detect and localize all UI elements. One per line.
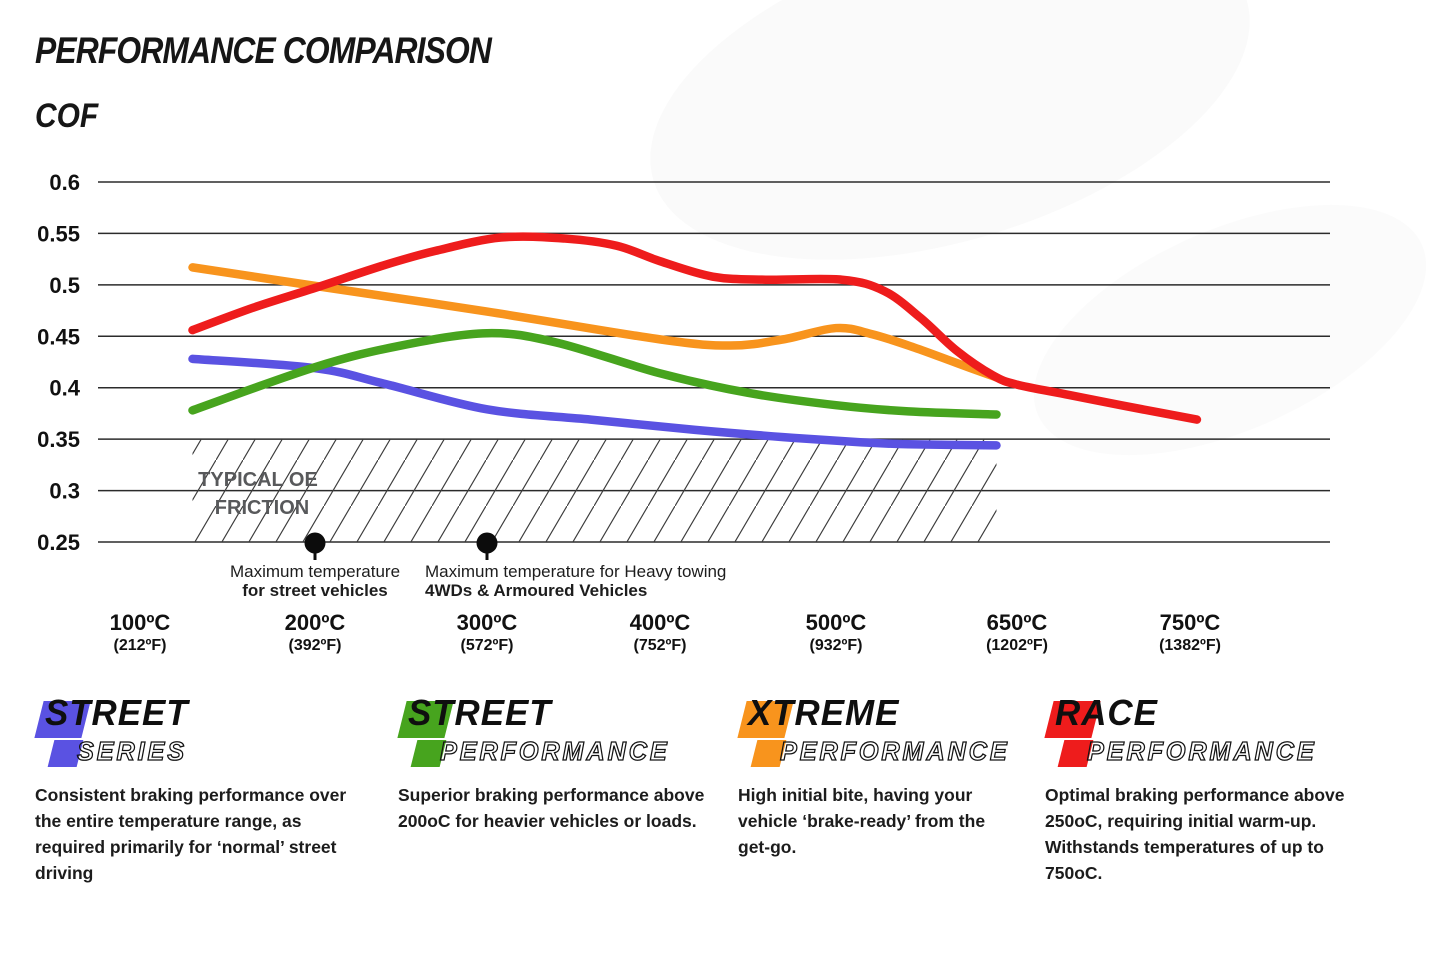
street-series-logo: STREET SERIES <box>34 692 359 774</box>
svg-text:(392ºF): (392ºF) <box>289 637 342 654</box>
svg-text:(212ºF): (212ºF) <box>114 637 167 654</box>
logo-word2: PERFORMANCE <box>439 735 670 766</box>
legend-item-street-series: STREET SERIES Consistent braking perform… <box>34 692 359 886</box>
series-street-series <box>188 354 1001 450</box>
svg-text:for street vehicles: for street vehicles <box>242 581 388 600</box>
xtreme-performance-logo: XTREME PERFORMANCE <box>737 692 1007 774</box>
svg-text:FRICTION: FRICTION <box>215 497 309 519</box>
svg-text:500ºC: 500ºC <box>806 610 867 635</box>
svg-text:0.5: 0.5 <box>49 273 80 298</box>
logo-word1: XTREME <box>748 692 900 733</box>
svg-text:0.4: 0.4 <box>49 376 80 401</box>
svg-text:4WDs & Armoured Vehicles: 4WDs & Armoured Vehicles <box>425 581 647 600</box>
svg-text:Maximum temperature for Heavy: Maximum temperature for Heavy towing <box>425 562 726 581</box>
legend-description: Consistent braking performance over the … <box>35 785 347 883</box>
logo-word2: SERIES <box>76 735 187 766</box>
svg-text:0.35: 0.35 <box>37 427 80 452</box>
series-race-performance <box>188 232 1202 424</box>
svg-text:300ºC: 300ºC <box>457 610 518 635</box>
svg-text:750ºC: 750ºC <box>1160 610 1221 635</box>
logo-word1: RACE <box>1055 692 1158 733</box>
svg-text:0.55: 0.55 <box>37 221 80 246</box>
race-performance-logo: RACE PERFORMANCE <box>1044 692 1363 774</box>
legend-description: High initial bite, having your vehicle ‘… <box>738 785 986 857</box>
legend-item-street-performance: STREET PERFORMANCE Superior braking perf… <box>397 692 716 834</box>
svg-text:(1202ºF): (1202ºF) <box>986 637 1048 654</box>
svg-text:0.3: 0.3 <box>49 479 80 504</box>
svg-text:Maximum temperature: Maximum temperature <box>230 562 400 581</box>
svg-text:200ºC: 200ºC <box>285 610 346 635</box>
svg-text:400ºC: 400ºC <box>630 610 691 635</box>
logo-word1: STREET <box>45 692 189 733</box>
legend-description: Optimal braking performance above 250oC,… <box>1045 785 1345 883</box>
legend-item-xtreme-performance: XTREME PERFORMANCE High initial bite, ha… <box>737 692 1007 860</box>
performance-comparison-chart: 0.6 0.55 0.5 0.45 0.4 0.35 0.3 0.25 TYPICAL OE FR… <box>0 150 1445 665</box>
logo-word1: STREET <box>408 692 552 733</box>
series-xtreme-performance <box>188 263 1001 382</box>
svg-text:0.6: 0.6 <box>49 170 80 195</box>
y-axis-title: COF <box>35 97 99 135</box>
street-performance-logo: STREET PERFORMANCE <box>397 692 716 774</box>
logo-word2: PERFORMANCE <box>1086 735 1317 766</box>
legend-item-race-performance: RACE PERFORMANCE Optimal braking perform… <box>1044 692 1363 886</box>
logo-word2: PERFORMANCE <box>779 735 1010 766</box>
svg-text:(932ºF): (932ºF) <box>810 637 863 654</box>
series-street-performance <box>188 328 1001 419</box>
page-title: PERFORMANCE COMPARISON <box>35 30 492 71</box>
svg-text:TYPICAL OE: TYPICAL OE <box>198 469 318 491</box>
svg-text:(1382ºF): (1382ºF) <box>1159 637 1221 654</box>
svg-text:(572ºF): (572ºF) <box>461 637 514 654</box>
svg-text:100ºC: 100ºC <box>110 610 171 635</box>
legend-description: Superior braking performance above 200oC… <box>398 785 705 831</box>
svg-text:0.25: 0.25 <box>37 530 80 555</box>
svg-text:0.45: 0.45 <box>37 324 80 349</box>
svg-text:650ºC: 650ºC <box>987 610 1048 635</box>
svg-text:(752ºF): (752ºF) <box>634 637 687 654</box>
